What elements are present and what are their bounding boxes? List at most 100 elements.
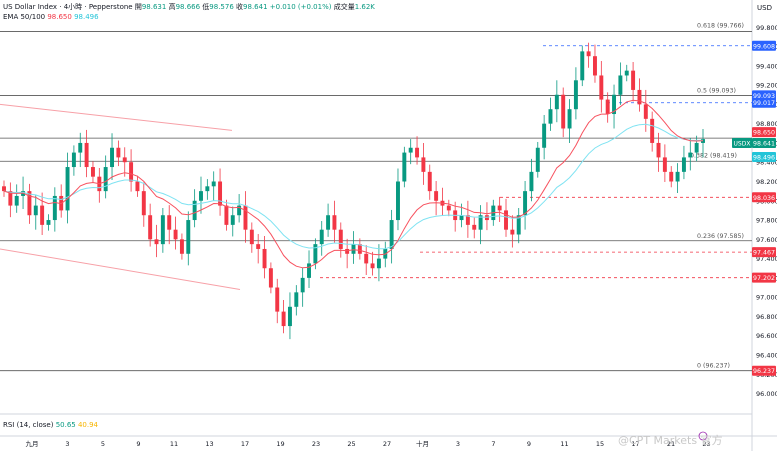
- candle: [624, 64, 629, 82]
- candle-body: [548, 109, 553, 124]
- candle-body: [338, 229, 343, 249]
- x-tick-label: 17: [631, 440, 639, 448]
- candle: [249, 222, 254, 253]
- candle: [357, 238, 362, 260]
- candle: [669, 166, 674, 188]
- candle-body: [65, 167, 70, 211]
- x-tick-label: 11: [170, 440, 178, 448]
- rsi-value-2: 40.94: [77, 421, 99, 429]
- candle: [192, 189, 197, 228]
- x-tick-label: 3: [65, 440, 69, 448]
- price-axis-tag-text: 99.608: [753, 43, 775, 50]
- y-tick-label: 99.200: [756, 82, 777, 90]
- price-axis-tag-bg: [752, 127, 776, 138]
- candle-body: [167, 215, 172, 230]
- candle: [332, 200, 337, 243]
- candle: [173, 216, 178, 250]
- candle-body: [573, 80, 578, 110]
- candle: [122, 147, 127, 177]
- price-axis-tag-text: 97.202: [753, 275, 775, 282]
- candle: [561, 87, 566, 138]
- candle-body: [199, 191, 203, 201]
- candle-body: [71, 152, 76, 168]
- x-tick-label: 9: [527, 440, 531, 448]
- candle-body: [516, 215, 521, 235]
- candle: [675, 163, 680, 194]
- low-value: 98.576: [209, 3, 234, 11]
- candle-body: [326, 215, 331, 230]
- candle-body: [396, 181, 400, 221]
- candle-body: [376, 258, 381, 269]
- candle-body: [281, 311, 286, 327]
- candle: [218, 168, 223, 216]
- candle-body: [345, 248, 350, 254]
- candle-body: [300, 277, 305, 293]
- candle-body: [580, 51, 585, 81]
- candle: [97, 168, 102, 203]
- price-axis-tag-bg: [752, 247, 776, 258]
- x-tick-label: 17: [241, 440, 249, 448]
- x-tick-label: 11: [560, 440, 568, 448]
- candle: [319, 221, 324, 256]
- rsi-value-1: 50.65: [55, 421, 76, 429]
- candle: [542, 114, 547, 160]
- candle: [415, 136, 420, 165]
- open-value: 98.631: [141, 3, 167, 11]
- candle-body: [624, 70, 629, 76]
- candle-body: [650, 118, 655, 143]
- high-label: 高: [168, 3, 176, 11]
- candle-body: [446, 205, 451, 211]
- fib-level-label: 0 (96.237): [697, 363, 730, 370]
- y-tick-label: 98.800: [756, 120, 777, 128]
- y-tick-label: 97.400: [756, 255, 777, 263]
- candle-body: [154, 239, 159, 245]
- candle: [14, 184, 19, 213]
- candle-body: [612, 94, 617, 115]
- candle: [148, 203, 153, 247]
- ema100-value: 98.496: [74, 13, 99, 21]
- price-axis-tag-bg: [752, 365, 776, 376]
- x-tick-label: 13: [205, 440, 213, 448]
- candle: [275, 278, 280, 324]
- change-value: +0.010 (+0.01%): [269, 3, 332, 11]
- ema50-value: 98.650: [47, 13, 72, 21]
- candle: [497, 196, 502, 222]
- candle-body: [618, 75, 623, 95]
- candle: [612, 84, 617, 129]
- candle-body: [33, 205, 38, 216]
- candle: [586, 42, 591, 68]
- candle-body: [535, 147, 540, 172]
- candle: [548, 97, 553, 131]
- open-label: 開: [134, 3, 142, 11]
- x-tick-label: 25: [347, 440, 355, 448]
- candle-body: [224, 205, 229, 225]
- candle-body: [249, 229, 254, 245]
- symbol-title[interactable]: US Dollar Index · 4小時 · Pepperstone: [3, 3, 133, 11]
- candle-body: [122, 157, 127, 163]
- price-axis-tag-bg: [752, 272, 776, 283]
- candle: [516, 208, 521, 244]
- candle-body: [561, 94, 566, 129]
- candle: [567, 99, 572, 143]
- candle: [554, 80, 559, 123]
- candle-body: [402, 152, 407, 182]
- rsi-legend[interactable]: RSI (14, close) 50.65 40.94: [3, 421, 98, 429]
- ema-legend[interactable]: EMA 50/100 98.650 98.496: [3, 13, 99, 21]
- volume-value: 1.62K: [354, 3, 375, 11]
- candle-body: [262, 248, 267, 269]
- candle: [465, 200, 470, 238]
- x-tick-label: 19: [276, 440, 284, 448]
- candle: [256, 234, 261, 264]
- candle: [478, 205, 483, 245]
- candle: [2, 180, 6, 197]
- candle: [662, 144, 667, 182]
- candle-body: [179, 239, 184, 254]
- x-tick-label: 九月: [26, 439, 39, 448]
- candle-body: [465, 215, 470, 225]
- candle: [116, 140, 121, 167]
- price-axis-tag-text: 98.650: [753, 130, 775, 137]
- candle: [656, 132, 661, 172]
- candle-body: [637, 89, 642, 105]
- x-tick-label: 9: [136, 440, 140, 448]
